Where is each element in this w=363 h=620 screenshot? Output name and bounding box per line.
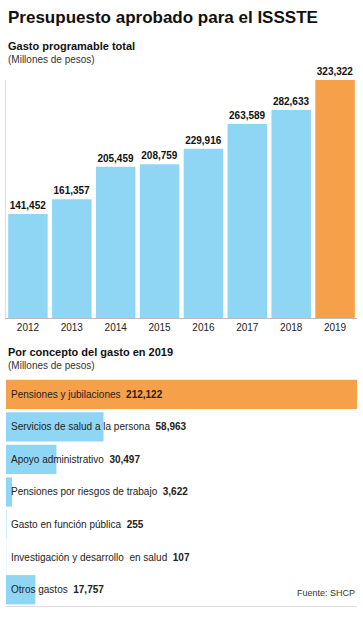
svg-text:Servicios de salud a la person: Servicios de salud a la persona 58,963 — [11, 421, 187, 432]
svg-text:Gasto en función pública 255: Gasto en función pública 255 — [11, 519, 144, 530]
svg-text:323,322: 323,322 — [317, 66, 354, 77]
svg-text:Presupuesto aprobado para el I: Presupuesto aprobado para el ISSSTE — [8, 8, 318, 27]
svg-text:161,357: 161,357 — [54, 185, 91, 196]
svg-text:263,589: 263,589 — [229, 110, 266, 121]
svg-text:2016: 2016 — [192, 322, 215, 333]
svg-text:Pensiones por riesgos de traba: Pensiones por riesgos de trabajo 3,622 — [11, 486, 188, 497]
svg-text:229,916: 229,916 — [185, 135, 222, 146]
svg-text:141,452: 141,452 — [10, 200, 47, 211]
svg-text:Por concepto del gasto en 2019: Por concepto del gasto en 2019 — [8, 346, 173, 358]
svg-text:2014: 2014 — [105, 322, 128, 333]
svg-text:Gasto programable total: Gasto programable total — [8, 40, 135, 52]
svg-text:2015: 2015 — [148, 322, 171, 333]
svg-text:208,759: 208,759 — [141, 150, 178, 161]
svg-text:Otros gastos 17,757: Otros gastos 17,757 — [11, 584, 104, 595]
svg-text:2019: 2019 — [324, 322, 347, 333]
svg-text:Pensiones y jubilaciones 212,: Pensiones y jubilaciones 212,122 — [11, 389, 163, 400]
svg-text:Apoyo administrativo 30,497: Apoyo administrativo 30,497 — [11, 454, 140, 465]
svg-text:282,633: 282,633 — [273, 96, 310, 107]
svg-text:Investigación y desarrollo en: Investigación y desarrollo en salud 107 — [11, 552, 190, 563]
svg-text:2013: 2013 — [61, 322, 84, 333]
svg-text:205,459: 205,459 — [97, 153, 134, 164]
svg-text:(Millones de pesos): (Millones de pesos) — [8, 54, 95, 65]
svg-text:2012: 2012 — [17, 322, 40, 333]
svg-text:2018: 2018 — [280, 322, 303, 333]
svg-text:2017: 2017 — [236, 322, 259, 333]
svg-text:Fuente: SHCP: Fuente: SHCP — [297, 588, 355, 598]
svg-text:(Millones de pesos): (Millones de pesos) — [8, 360, 95, 371]
